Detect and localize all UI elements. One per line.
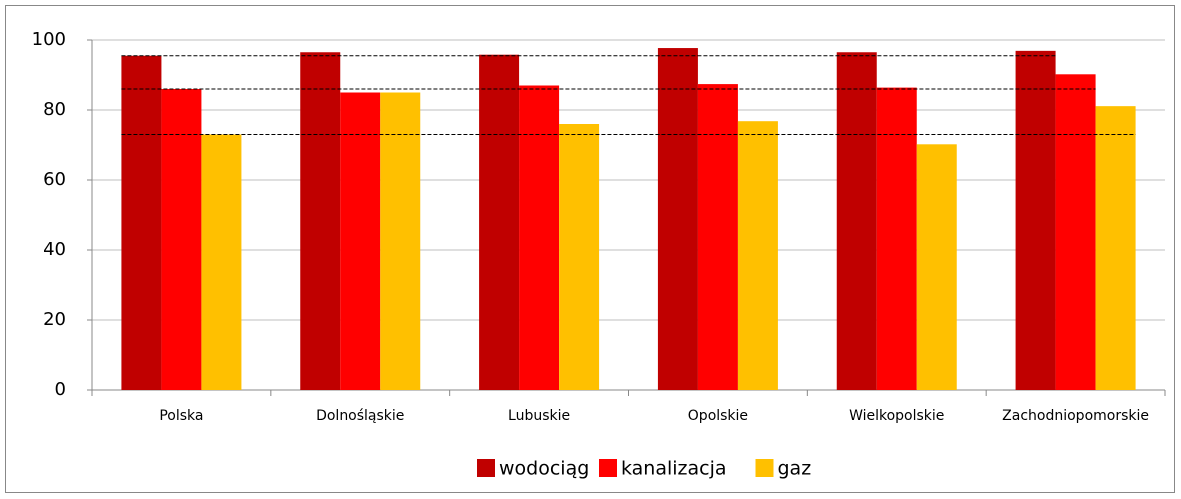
bar: [1095, 106, 1136, 391]
x-tick-label: Lubuskie: [508, 408, 570, 424]
bar: [519, 85, 560, 390]
y-tick-label: 100: [32, 29, 66, 50]
x-tick-label: Polska: [159, 408, 203, 424]
y-tick-label: 80: [43, 99, 66, 120]
bar: [1055, 74, 1096, 391]
bar: [340, 92, 381, 390]
bar: [380, 92, 421, 390]
y-tick-label: 0: [55, 379, 66, 400]
y-tick-label: 60: [43, 169, 66, 190]
x-tick-label: Dolnośląskie: [316, 408, 404, 424]
bar: [1015, 50, 1056, 390]
legend-label: gaz: [778, 458, 812, 480]
bar: [479, 54, 520, 390]
bar: [161, 89, 202, 390]
bar: [121, 55, 162, 390]
bar: [836, 52, 877, 390]
y-tick-label: 20: [43, 309, 66, 330]
y-tick-label: 40: [43, 239, 66, 260]
bar: [201, 134, 242, 390]
legend-swatch: [599, 459, 617, 477]
bar: [657, 48, 698, 391]
bar: [559, 124, 600, 390]
legend-label: kanalizacja: [621, 458, 727, 480]
bar: [697, 84, 738, 390]
bar: [300, 52, 341, 390]
legend-swatch: [755, 459, 774, 477]
bar: [737, 121, 778, 390]
x-tick-label: Wielkopolskie: [849, 408, 944, 424]
legend-label: wodociąg: [499, 458, 589, 480]
x-tick-label: Opolskie: [688, 408, 748, 424]
legend-swatch: [477, 459, 495, 477]
bar: [916, 144, 957, 390]
bar: [876, 87, 917, 390]
x-tick-label: Zachodniopomorskie: [1002, 408, 1149, 424]
